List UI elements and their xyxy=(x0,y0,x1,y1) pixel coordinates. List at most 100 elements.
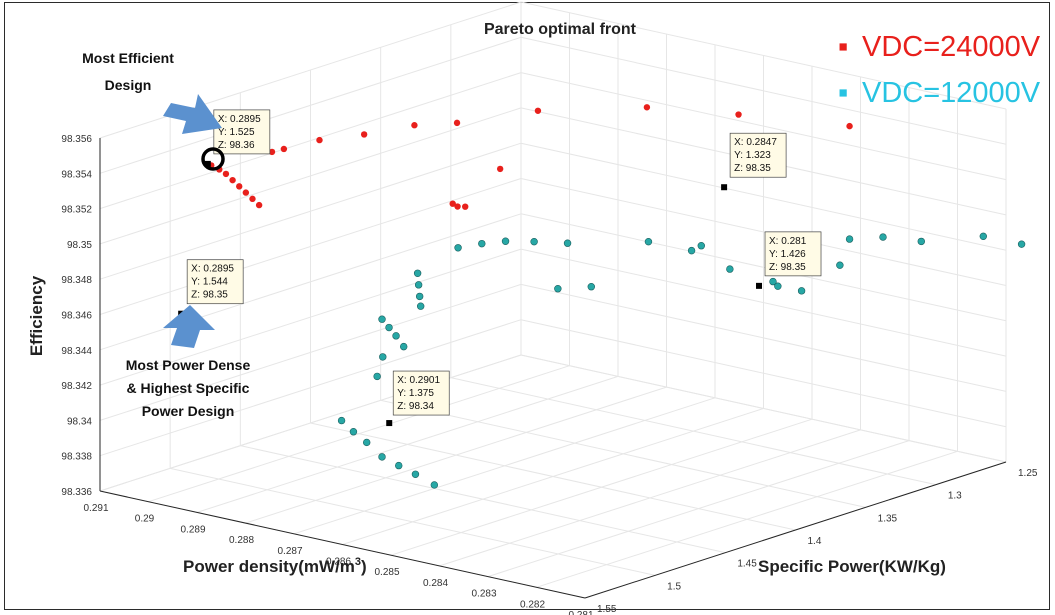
datatip-line: X: 0.2895 xyxy=(191,264,234,275)
left-wall-gridline-z xyxy=(99,72,522,210)
back-wall-gridline-z xyxy=(520,354,1007,463)
point-vdc-24000 xyxy=(643,104,651,111)
back-wall-gridline-z xyxy=(520,283,1007,392)
x-tick-label: 0.281 xyxy=(568,610,593,615)
arrow-efficient-icon xyxy=(163,94,222,134)
datatip: X: 0.2895 Y: 1.525 Z: 98.36 xyxy=(213,109,271,155)
annotation-efficient-line2: Design xyxy=(105,77,152,93)
annotation-most-power-dense: Most Power Dense & Highest Specific Powe… xyxy=(126,357,251,419)
y-tick-label: 1.4 xyxy=(808,536,822,547)
most-efficient-highlight-circle xyxy=(201,147,225,171)
floor-gridline-y xyxy=(240,445,726,554)
point-vdc-24000 xyxy=(268,148,276,156)
back-wall-gridline-z xyxy=(520,178,1007,286)
x-tick-label: 0.284 xyxy=(423,578,448,589)
floor-gridline-y xyxy=(450,377,936,486)
point-vdc-12000 xyxy=(554,285,562,293)
point-vdc-12000 xyxy=(845,235,854,243)
y-axis-line xyxy=(584,461,1007,599)
y-tick-label: 1.35 xyxy=(878,513,898,524)
legend-label-24000: VDC=24000V xyxy=(862,31,1041,63)
datatip-line: X: 0.281 xyxy=(769,236,807,247)
point-vdc-12000 xyxy=(414,281,423,289)
x-tick-label: 0.282 xyxy=(520,599,545,610)
datatip-line: Y: 1.323 xyxy=(734,150,771,161)
x-axis-label-sup: 3 xyxy=(355,556,361,568)
legend-marker-24000: ▪ xyxy=(838,31,848,63)
y-tick-label: 1.5 xyxy=(667,581,681,592)
point-vdc-12000 xyxy=(697,242,705,250)
y-axis-label: Specific Power(KW/Kg) xyxy=(758,557,946,576)
datatip-box xyxy=(764,231,822,277)
point-vdc-24000 xyxy=(249,195,256,203)
back-wall-gridline-z xyxy=(520,319,1007,428)
point-vdc-12000 xyxy=(415,292,424,301)
point-vdc-12000 xyxy=(530,237,538,246)
z-tick-label: 98.34 xyxy=(67,416,92,427)
z-axis-label: Efficiency xyxy=(27,275,46,356)
point-vdc-12000 xyxy=(373,372,381,381)
y-tick-label: 1.45 xyxy=(737,559,757,570)
point-vdc-12000 xyxy=(454,244,462,252)
x-axis-line xyxy=(99,490,586,599)
back-wall-gridline-z xyxy=(520,248,1007,357)
x-tick-label: 0.288 xyxy=(229,535,254,546)
z-tick-label: 98.354 xyxy=(61,169,92,180)
legend-label-12000: VDC=12000V xyxy=(862,77,1041,109)
datatips: X: 0.2895 Y: 1.525 Z: 98.36 X: 0.2895 Y: 1.5… xyxy=(178,109,822,427)
point-vdc-24000 xyxy=(453,119,461,127)
datatip: X: 0.2901 Y: 1.375 Z: 98.34 xyxy=(392,370,450,416)
point-vdc-12000 xyxy=(378,453,386,461)
datatip: X: 0.281 Y: 1.426 Z: 98.35 xyxy=(764,231,822,277)
point-vdc-12000 xyxy=(1017,240,1026,248)
datatip-line: Y: 1.544 xyxy=(191,277,228,288)
point-vdc-12000 xyxy=(501,237,510,245)
point-vdc-24000 xyxy=(449,200,456,207)
legend-marker-12000: ▪ xyxy=(838,77,848,109)
back-wall-gridline-z xyxy=(520,1,1007,110)
datatip-marker xyxy=(386,420,393,427)
point-vdc-24000 xyxy=(242,189,250,196)
datatip-box xyxy=(186,259,244,305)
z-tick-label: 98.336 xyxy=(61,487,92,498)
point-vdc-24000 xyxy=(496,165,504,173)
point-vdc-12000 xyxy=(587,282,595,291)
back-wall-gridline-z xyxy=(520,142,1007,251)
arrow-power-dense-icon xyxy=(163,305,215,348)
x-tick-label: 0.29 xyxy=(135,514,155,525)
datatip: X: 0.2895 Y: 1.544 Z: 98.35 xyxy=(186,259,244,305)
left-wall-gridline-z xyxy=(99,319,522,457)
point-vdc-24000 xyxy=(255,201,263,209)
floor-gridline-y xyxy=(170,467,656,576)
left-wall-gridline-z xyxy=(99,354,522,492)
datatip-box xyxy=(213,109,271,155)
x-tick-label: 0.286 xyxy=(326,557,351,568)
datatip-box xyxy=(392,370,450,416)
point-vdc-12000 xyxy=(349,428,358,436)
point-vdc-24000 xyxy=(280,145,288,153)
datatip-line: X: 0.2895 xyxy=(218,114,261,125)
point-vdc-12000 xyxy=(392,332,400,340)
point-vdc-24000 xyxy=(360,131,368,138)
point-vdc-24000 xyxy=(454,203,461,210)
datatip-box xyxy=(729,132,787,178)
point-vdc-12000 xyxy=(378,315,386,323)
datatip-line: X: 0.2847 xyxy=(734,137,777,148)
point-vdc-24000 xyxy=(316,136,323,144)
point-vdc-12000 xyxy=(774,282,782,290)
point-vdc-12000 xyxy=(363,438,371,447)
point-vdc-24000 xyxy=(222,170,230,178)
datatip-line: Z: 98.34 xyxy=(397,401,434,412)
point-vdc-24000 xyxy=(735,111,742,118)
annotation-most-efficient: Most Efficient Design xyxy=(82,50,174,93)
left-wall-gridline-z xyxy=(99,36,522,174)
axes xyxy=(99,138,1007,599)
back-wall-gridline-z xyxy=(520,36,1007,145)
back-wall-gridline-z xyxy=(520,213,1007,322)
left-wall-gridline-z xyxy=(99,283,522,421)
point-vdc-12000 xyxy=(337,416,346,425)
point-vdc-24000 xyxy=(846,122,853,130)
point-vdc-12000 xyxy=(917,237,925,246)
point-vdc-12000 xyxy=(726,265,734,273)
